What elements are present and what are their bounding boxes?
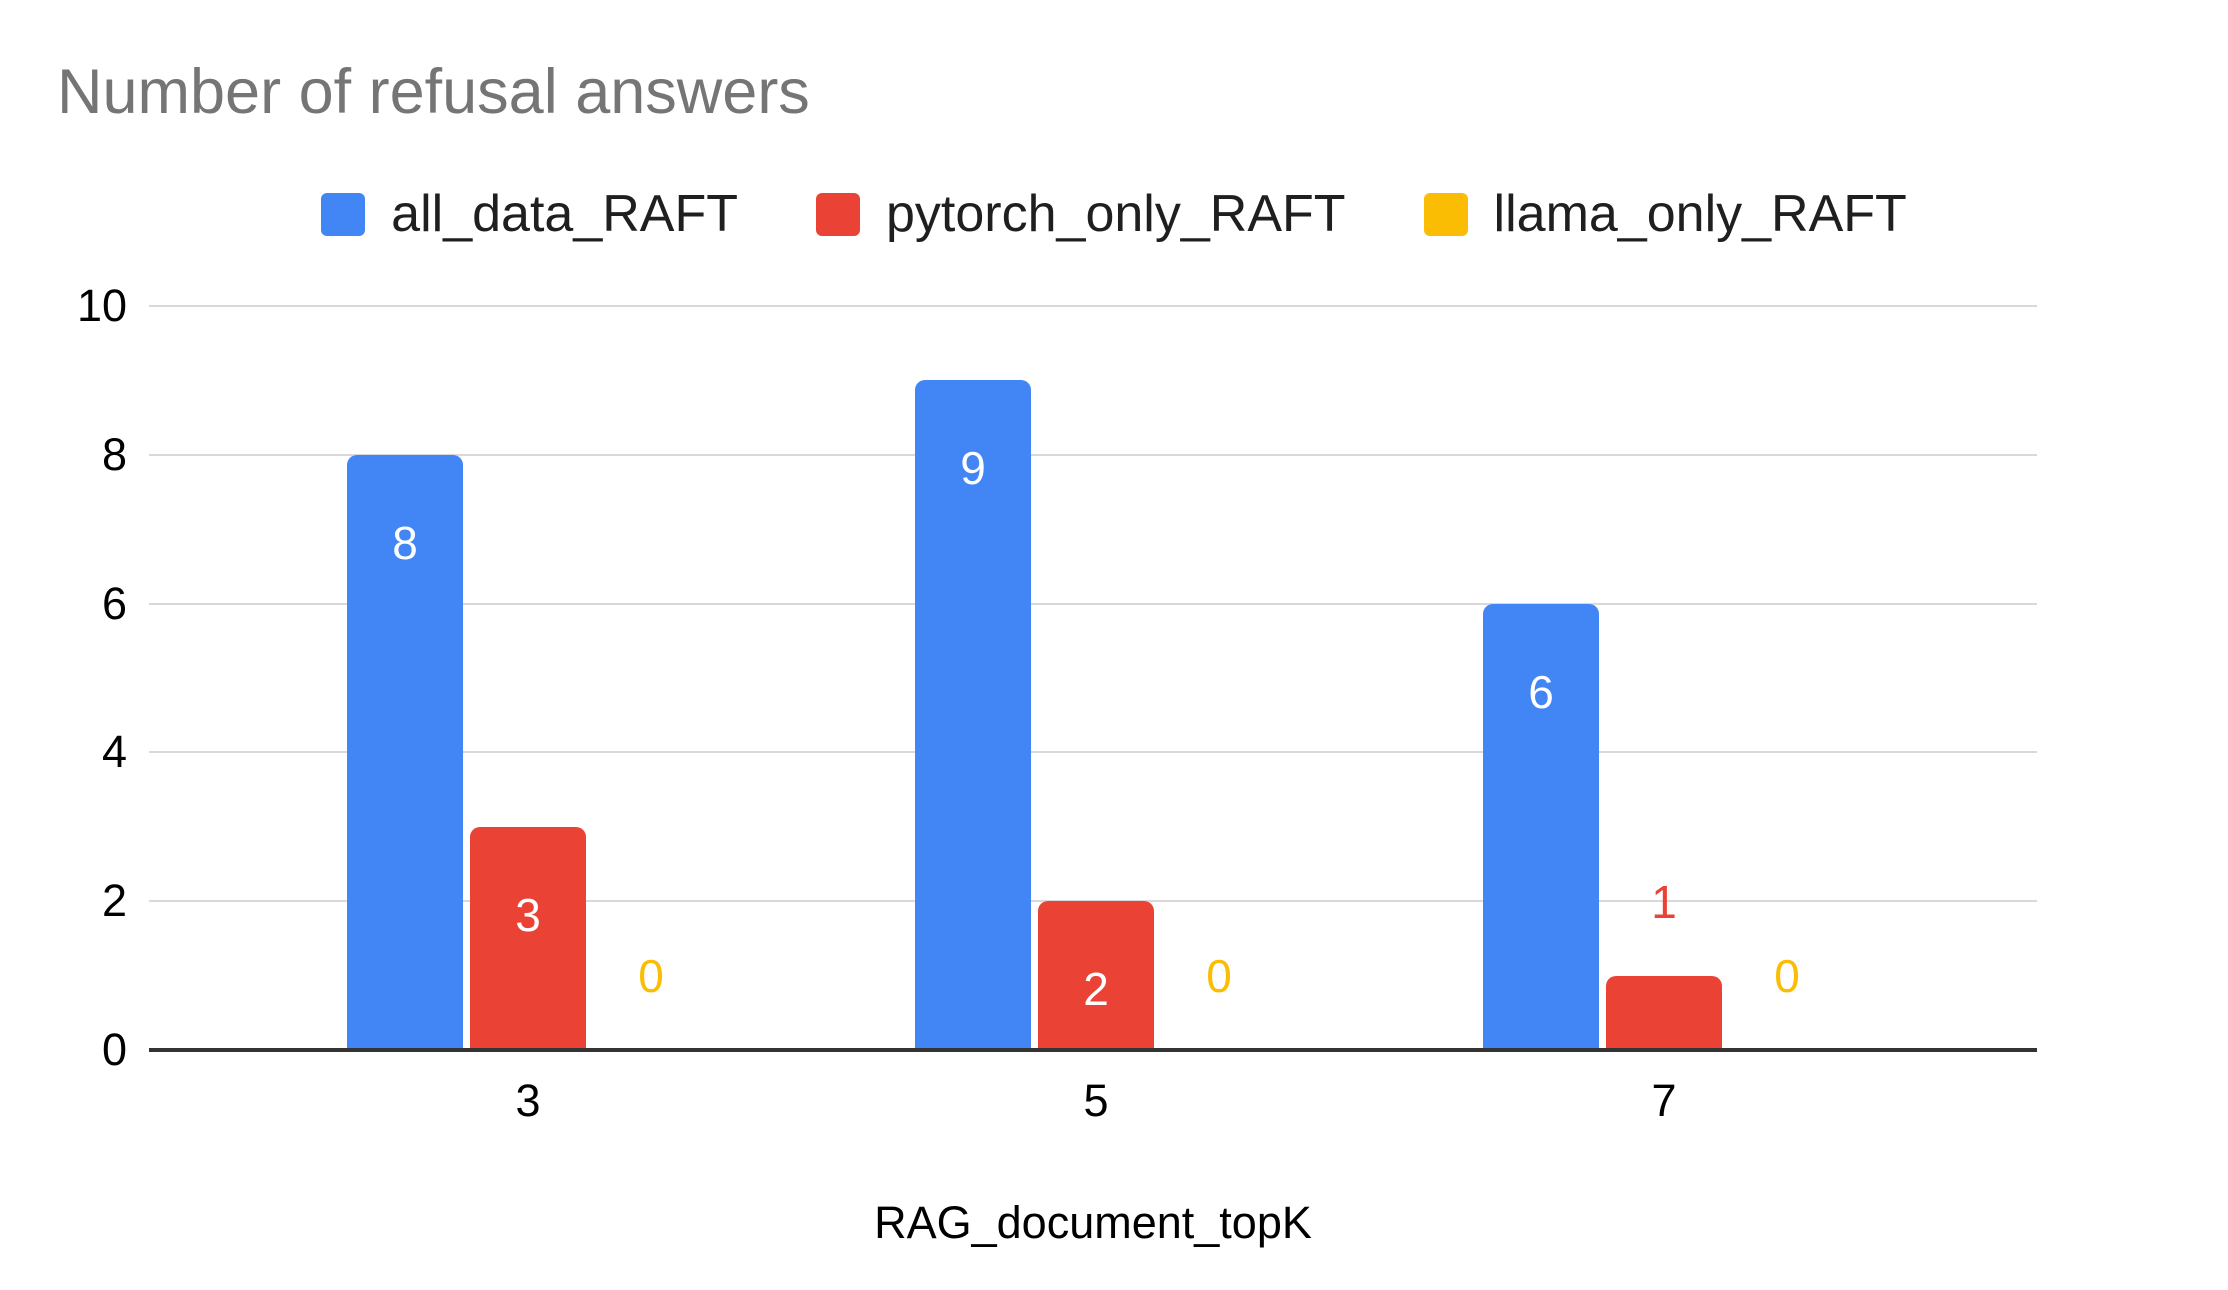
chart-legend: all_data_RAFT pytorch_only_RAFT llama_only…	[0, 188, 2228, 240]
data-label: 3	[515, 888, 541, 941]
legend-swatch-icon	[1423, 192, 1468, 236]
gridline-y4	[149, 751, 2037, 754]
data-label: 6	[1528, 665, 1554, 718]
data-label: 9	[960, 442, 986, 495]
data-label: 8	[392, 516, 418, 569]
legend-swatch-icon	[321, 192, 366, 236]
x-category-label: 7	[1651, 1075, 1677, 1126]
data-label: 0	[1774, 950, 1800, 1002]
y-tick-label: 6	[101, 577, 127, 629]
legend-item-pytorch_only_RAFT[interactable]: pytorch_only_RAFT	[816, 188, 1346, 240]
gridline-y6	[149, 602, 2037, 605]
x-axis-baseline	[149, 1048, 2037, 1052]
gridline-y8	[149, 453, 2037, 456]
x-axis-title: RAG_document_topK	[874, 1197, 1312, 1248]
x-category-label: 3	[515, 1075, 541, 1126]
data-label: 0	[1206, 950, 1232, 1002]
y-tick-label: 0	[101, 1024, 127, 1075]
legend-swatch-icon	[816, 192, 861, 236]
x-category-label: 5	[1083, 1075, 1109, 1126]
legend-item-all_data_RAFT[interactable]: all_data_RAFT	[321, 188, 738, 240]
chart-title: Number of refusal answers	[57, 57, 810, 127]
bar-pytorch_only_RAFT-cat7[interactable]	[1606, 975, 1722, 1050]
bar-all_data_RAFT-cat7[interactable]	[1483, 603, 1599, 1050]
y-tick-label: 4	[101, 726, 127, 778]
legend-label: pytorch_only_RAFT	[886, 185, 1346, 243]
y-tick-label: 8	[101, 428, 127, 480]
bar-pytorch_only_RAFT-cat5[interactable]	[1038, 901, 1154, 1050]
data-label: 2	[1083, 963, 1109, 1016]
legend-label: all_data_RAFT	[391, 185, 739, 243]
bar-all_data_RAFT-cat3[interactable]	[347, 454, 463, 1050]
bar-all_data_RAFT-cat5[interactable]	[915, 380, 1031, 1050]
y-tick-label: 10	[76, 280, 127, 331]
legend-label: llama_only_RAFT	[1493, 185, 1907, 243]
data-label: 0	[638, 950, 664, 1002]
y-tick-label: 2	[101, 875, 127, 927]
bar-pytorch_only_RAFT-cat3[interactable]	[470, 826, 586, 1050]
data-label: 1	[1651, 875, 1677, 928]
legend-item-llama_only_RAFT[interactable]: llama_only_RAFT	[1423, 185, 1907, 243]
gridline-y10	[149, 305, 2037, 307]
